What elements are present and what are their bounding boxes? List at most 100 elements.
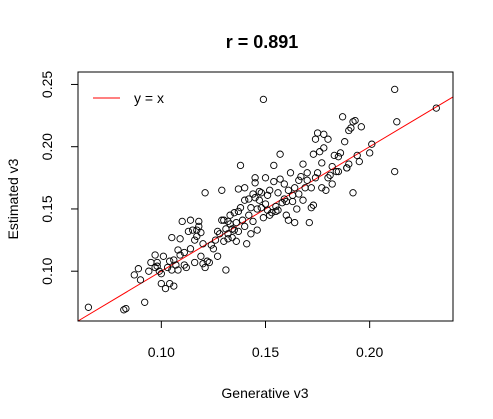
data-point (353, 151, 361, 160)
y-axis: 0.10 0.15 0.20 0.25 (39, 71, 79, 285)
data-point (261, 200, 270, 208)
data-point (393, 118, 401, 126)
data-point (324, 174, 332, 182)
data-point (172, 261, 180, 269)
data-point (307, 184, 315, 192)
data-point (297, 172, 305, 181)
data-point (345, 160, 353, 168)
data-point (276, 175, 284, 183)
data-point (170, 256, 178, 264)
data-point (253, 226, 261, 234)
legend-label: y = x (134, 90, 164, 106)
data-point (282, 211, 290, 219)
data-point (155, 267, 163, 275)
data-point (295, 176, 303, 184)
data-point (130, 271, 138, 279)
data-point (203, 257, 211, 265)
data-point (318, 184, 326, 192)
data-point (176, 251, 184, 259)
data-point (232, 237, 240, 245)
data-point (241, 184, 249, 192)
data-point (291, 218, 299, 227)
data-point (251, 174, 259, 182)
data-point (228, 233, 236, 242)
data-point (324, 135, 332, 143)
data-point (230, 226, 238, 234)
x-tick-label: 0.20 (356, 344, 383, 360)
data-point (166, 257, 174, 265)
data-point (253, 205, 261, 213)
data-point (195, 217, 203, 226)
data-point (259, 95, 268, 104)
data-point (284, 186, 293, 194)
data-point (307, 204, 315, 212)
data-point (326, 171, 334, 179)
data-point (249, 190, 257, 198)
chart-title: r = 0.891 (226, 32, 299, 52)
data-point (366, 149, 374, 157)
data-point (272, 202, 280, 211)
data-point (338, 113, 347, 121)
data-point (224, 217, 232, 226)
data-point (261, 174, 270, 182)
data-point (216, 230, 224, 238)
data-point (191, 236, 199, 244)
data-point (355, 157, 363, 166)
data-point (311, 174, 320, 182)
data-point (330, 151, 338, 160)
y-axis-label: Estimated v3 (5, 158, 21, 239)
data-point (270, 177, 278, 186)
data-point (286, 169, 295, 177)
data-point (259, 214, 268, 222)
y-tick-label: 0.10 (39, 257, 55, 284)
data-point (151, 251, 159, 259)
data-point (191, 258, 199, 267)
data-point (186, 216, 195, 224)
y-tick-label: 0.15 (39, 195, 55, 222)
data-point (334, 153, 343, 161)
data-point (176, 235, 184, 243)
data-point (180, 248, 188, 257)
data-point (336, 149, 345, 157)
data-point (266, 186, 274, 194)
data-point (230, 209, 238, 217)
data-point (391, 85, 399, 94)
data-point (347, 124, 355, 132)
data-point (120, 306, 128, 314)
data-point (213, 227, 222, 236)
y-tick-label: 0.25 (39, 71, 55, 98)
data-point (186, 245, 195, 253)
data-point (272, 207, 280, 216)
data-point (182, 263, 190, 272)
data-point (432, 104, 440, 112)
identity-line (77, 96, 454, 322)
data-point (84, 303, 93, 311)
data-point (255, 196, 263, 204)
data-point (232, 218, 240, 227)
data-point (291, 184, 299, 192)
data-point (257, 204, 265, 212)
data-point (151, 263, 159, 272)
data-point (245, 211, 253, 219)
data-point (222, 266, 230, 274)
data-point (236, 161, 245, 170)
data-point (157, 279, 165, 288)
data-point (332, 167, 340, 176)
data-point (188, 226, 197, 234)
data-point (345, 126, 353, 135)
data-point (197, 252, 205, 260)
data-point (163, 263, 172, 272)
data-point (299, 160, 307, 168)
legend: y = x (93, 90, 164, 106)
data-point (211, 236, 220, 244)
data-point (205, 258, 213, 267)
plot-region (77, 85, 454, 322)
data-point (209, 245, 218, 253)
data-point (295, 190, 303, 198)
data-point (278, 199, 286, 207)
data-point (263, 206, 272, 214)
data-point (293, 205, 301, 213)
data-point (280, 180, 288, 188)
data-point (170, 282, 178, 290)
data-point (141, 298, 149, 306)
